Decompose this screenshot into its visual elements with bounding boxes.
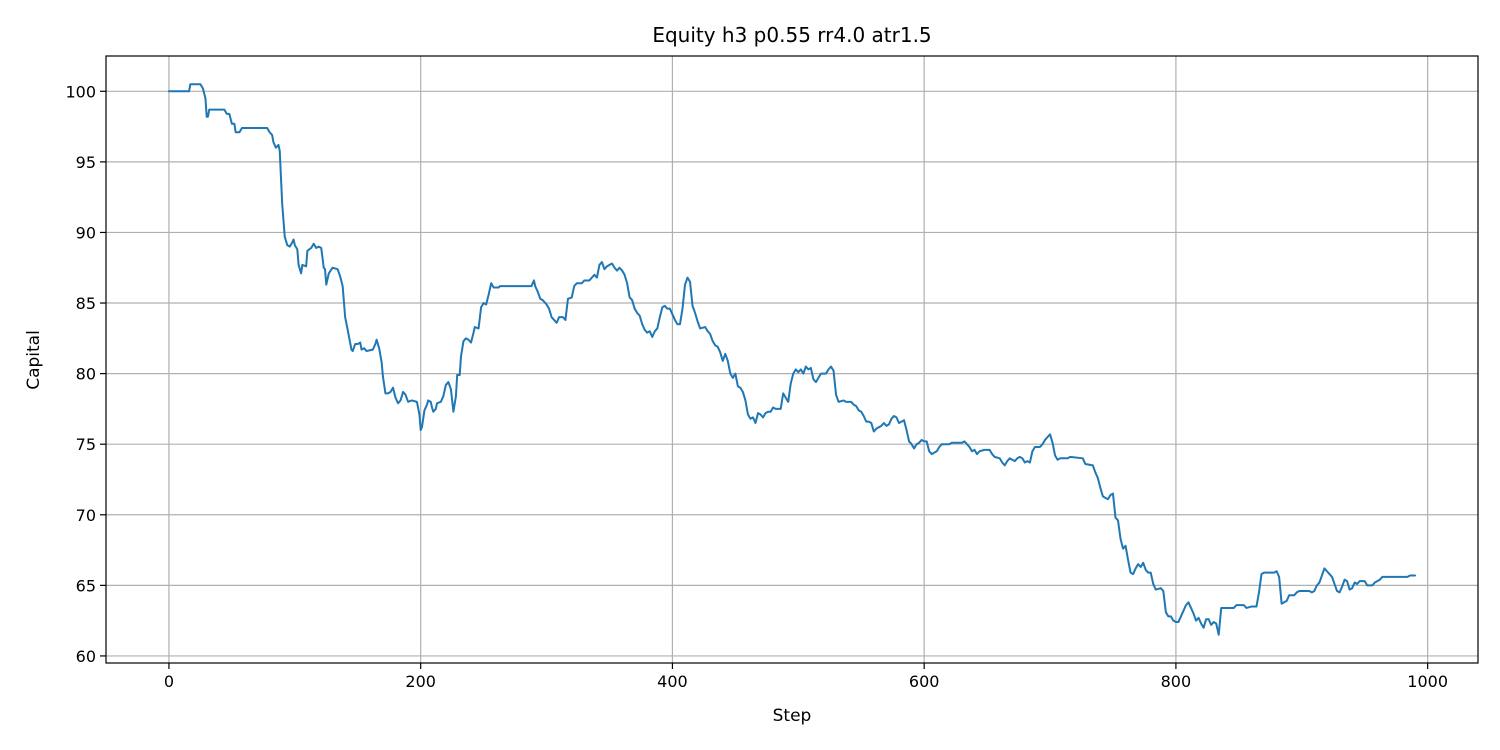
x-tick-label: 800 <box>1161 672 1192 691</box>
y-tick-label: 65 <box>76 576 96 595</box>
x-tick-label: 400 <box>657 672 688 691</box>
x-tick-label: 200 <box>405 672 436 691</box>
y-axis-label: Capital <box>24 330 44 390</box>
plot-frame <box>105 55 1479 664</box>
y-tick-label: 75 <box>76 435 96 454</box>
x-tick-label: 600 <box>909 672 940 691</box>
y-tick-label: 100 <box>65 82 96 101</box>
x-tick-label: 0 <box>164 672 174 691</box>
y-tick-label: 95 <box>76 153 96 172</box>
y-tick-label: 90 <box>76 223 96 242</box>
series-layer <box>167 83 1417 636</box>
chart-title: Equity h3 p0.55 rr4.0 atr1.5 <box>652 23 931 47</box>
grid-lines <box>106 56 1478 663</box>
equity-series-line <box>167 83 1417 636</box>
y-tick-label: 85 <box>76 294 96 313</box>
x-axis-label: Step <box>773 706 812 726</box>
axis-ticks: 0 200 400 600 800 1000 60 65 70 75 80 85 90 95 100 <box>65 82 1448 691</box>
y-tick-label: 70 <box>76 506 96 525</box>
y-tick-label: 60 <box>76 647 96 666</box>
y-tick-label: 80 <box>76 365 96 384</box>
x-tick-label: 1000 <box>1407 672 1448 691</box>
